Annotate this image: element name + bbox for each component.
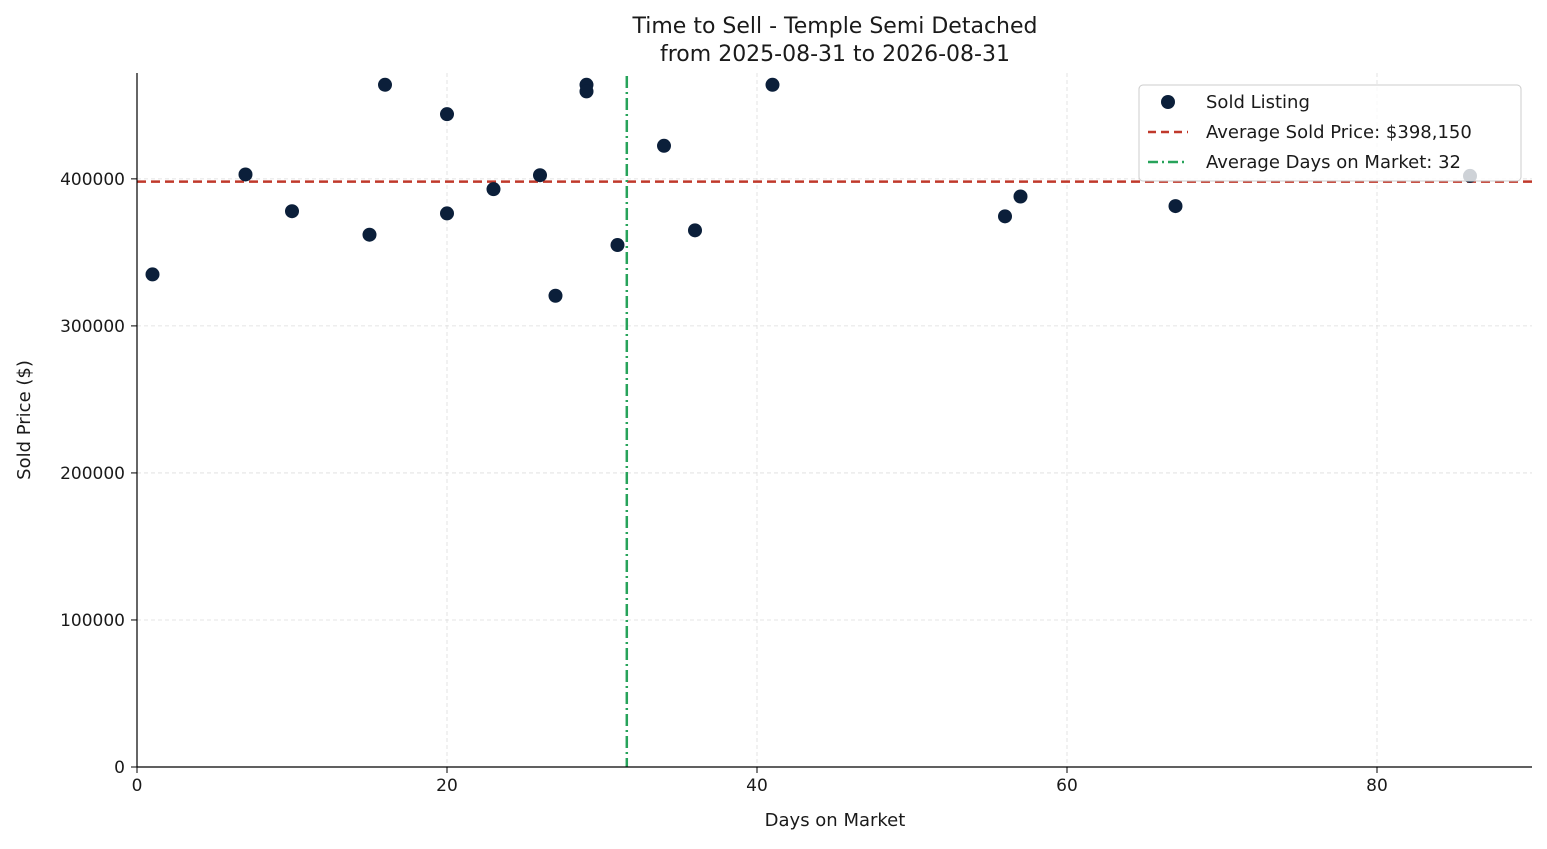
y-ticks: 0 100000 200000 300000 400000 bbox=[60, 170, 137, 778]
sold-listing-point bbox=[440, 206, 454, 221]
sold-listing-point bbox=[610, 238, 625, 253]
x-axis-label: Days on Market bbox=[765, 810, 906, 831]
sold-listing-point bbox=[1168, 199, 1183, 214]
legend-label-sold-listing: Sold Listing bbox=[1206, 92, 1310, 113]
y-axis-label: Sold Price ($) bbox=[14, 360, 35, 480]
sold-listing-point bbox=[145, 267, 160, 282]
sold-listing-point bbox=[486, 182, 501, 197]
legend-marker-sold-listing bbox=[1161, 95, 1175, 109]
sold-listing-point bbox=[378, 77, 392, 92]
sold-listing-point bbox=[533, 168, 547, 183]
sold-listing-point bbox=[579, 84, 594, 99]
chart-title: Time to Sell - Temple Semi Detached bbox=[632, 14, 1038, 39]
sold-listing-point bbox=[998, 209, 1012, 224]
legend-label-avg-days: Average Days on Market: 32 bbox=[1206, 152, 1461, 173]
y-tick-label: 0 bbox=[114, 758, 125, 778]
sold-listing-point bbox=[238, 167, 253, 182]
x-tick-label: 60 bbox=[1056, 776, 1078, 796]
axes bbox=[136, 73, 1532, 768]
x-tick-label: 0 bbox=[132, 776, 143, 796]
chart-subtitle: from 2025-08-31 to 2026-08-31 bbox=[660, 42, 1010, 67]
sold-listing-point bbox=[1013, 189, 1028, 204]
legend-box bbox=[1138, 84, 1522, 182]
sold-listing-point bbox=[657, 138, 671, 153]
sold-listing-point bbox=[765, 77, 780, 92]
y-tick-label: 400000 bbox=[60, 170, 125, 190]
sold-listing-point bbox=[440, 107, 454, 122]
legend: Sold Listing Average Sold Price: $398,15… bbox=[1138, 84, 1522, 182]
y-tick-label: 300000 bbox=[60, 317, 125, 337]
y-tick-label: 100000 bbox=[60, 611, 125, 631]
x-tick-label: 80 bbox=[1366, 776, 1388, 796]
sold-listing-point bbox=[688, 223, 702, 238]
x-tick-label: 20 bbox=[436, 776, 458, 796]
sold-listing-point bbox=[548, 288, 563, 303]
x-tick-label: 40 bbox=[746, 776, 768, 796]
sold-listing-point bbox=[285, 204, 299, 219]
reference-lines bbox=[137, 76, 1532, 767]
y-tick-label: 200000 bbox=[60, 464, 125, 484]
x-ticks: 0 20 40 60 80 bbox=[132, 767, 1388, 796]
sold-listing-point bbox=[362, 227, 377, 242]
legend-label-avg-price: Average Sold Price: $398,150 bbox=[1206, 122, 1472, 143]
